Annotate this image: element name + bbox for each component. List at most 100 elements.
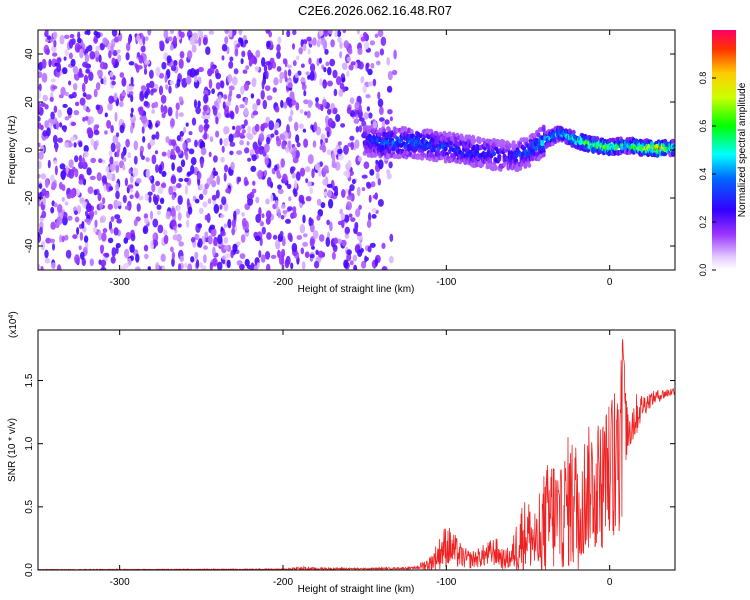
spectrogram-cell <box>381 242 386 249</box>
spectrogram-cell <box>327 189 332 199</box>
spectrogram-cell <box>38 183 43 190</box>
spectrogram-cell <box>153 239 159 247</box>
spectrogram-cell <box>358 204 362 210</box>
spectrogram-cell <box>251 188 257 194</box>
spectrogram-cell <box>251 77 257 88</box>
spectrogram-cell <box>44 104 49 110</box>
snr-xtick-label: -100 <box>436 577 456 588</box>
spectrogram-cell <box>54 165 58 176</box>
snr-xtick-label: -200 <box>273 577 293 588</box>
spectrogram-cell <box>42 94 48 102</box>
spectrogram-cell <box>136 34 141 42</box>
spectrogram-cell <box>327 80 333 87</box>
spectrogram-cell <box>182 142 187 151</box>
spectrogram-cell <box>281 141 286 150</box>
spectrogram-cell <box>241 129 246 134</box>
spectrogram-cell <box>333 88 338 97</box>
spectrogram-cell <box>180 31 185 38</box>
spectrogram-cell <box>349 135 355 141</box>
spectrogram-cell <box>133 219 138 227</box>
spectrogram-cell <box>356 234 363 241</box>
spectrogram-cell <box>287 82 293 89</box>
spectrogram-cell <box>215 116 219 125</box>
spectrogram-cell <box>258 133 265 143</box>
spectrogram-cell <box>409 129 414 134</box>
spectrogram-cell <box>393 49 397 60</box>
spectrogram-cell <box>185 122 189 127</box>
spectrogram-cell <box>197 66 204 73</box>
spectrogram-cell <box>270 254 277 259</box>
spectrogram-cell <box>130 76 134 85</box>
spectrogram-cell <box>266 176 272 187</box>
spectrogram-cell <box>215 72 222 80</box>
spectrogram-cell <box>46 35 52 40</box>
spectrogram-cell <box>375 159 379 165</box>
spectrogram-cell <box>129 175 134 184</box>
spectrogram-cell <box>324 137 329 144</box>
spectrogram-cell <box>130 124 134 134</box>
spectrogram-cell <box>176 205 180 213</box>
spectrogram-cell <box>221 145 225 153</box>
spectrogram-cell <box>323 191 329 197</box>
spectrogram-cell <box>230 111 235 120</box>
spectrogram-cell <box>253 56 258 65</box>
spectrogram-cell <box>313 260 320 269</box>
spectrogram-cell <box>370 181 376 188</box>
spectrogram-cell <box>114 214 121 220</box>
spectrogram-cell <box>179 130 184 137</box>
spectrogram-cell <box>230 161 235 171</box>
spectrogram-cell <box>222 259 226 265</box>
spectrogram-cell <box>217 234 223 245</box>
spectrogram-cell <box>171 257 175 267</box>
spectrogram-ylabel: Frequency (Hz) <box>7 116 18 185</box>
spectrogram-cell <box>255 196 260 204</box>
spectrogram-cell <box>233 68 239 75</box>
spectrogram-cell <box>79 231 84 241</box>
spectrogram-cell <box>82 157 85 167</box>
spectrogram-cell <box>109 71 114 78</box>
spectrogram-cell <box>316 198 322 206</box>
spectrogram-cell <box>42 195 46 206</box>
spectrogram-cell <box>226 259 231 269</box>
spectrogram-cell <box>65 249 72 259</box>
spectrogram-cell <box>112 135 119 144</box>
spectrogram-cell <box>403 126 408 132</box>
spectrogram-cell <box>220 214 225 218</box>
spectrogram-cell <box>77 31 81 39</box>
spectrogram-cell <box>189 36 196 46</box>
spectrogram-cell <box>325 126 331 132</box>
spectrogram-cell <box>326 129 330 138</box>
spectrogram-cell <box>331 251 336 260</box>
spectrogram-cell <box>121 91 126 97</box>
spectrogram-cell <box>200 31 204 40</box>
spectrogram-cell <box>186 138 192 143</box>
spectrogram-cell <box>38 122 42 130</box>
spectrogram-cell <box>136 203 141 212</box>
spectrogram-cell <box>90 138 95 146</box>
spectrogram-cell <box>179 255 184 263</box>
spectrogram-cell <box>299 167 306 177</box>
spectrogram-cell <box>129 244 135 253</box>
spectrogram-cell <box>62 125 67 133</box>
spectrogram-cell <box>293 190 298 198</box>
spectrogram-cell <box>61 235 65 243</box>
spectrogram-cell <box>147 191 153 196</box>
spectrogram-cell <box>148 195 152 203</box>
spectrogram-cell <box>223 126 229 135</box>
spectrogram-cell <box>83 104 87 111</box>
spectrogram-cell <box>190 256 195 263</box>
spectrogram-cell <box>327 66 332 76</box>
spectrogram-cell <box>386 126 391 132</box>
snr-line <box>38 338 675 570</box>
spectrogram-cell <box>113 227 119 236</box>
spectrogram-cell <box>361 174 368 179</box>
spectrogram-cell <box>527 162 532 168</box>
spectrogram-cell <box>281 248 286 258</box>
spectrogram-cell <box>284 258 290 269</box>
spectrogram-cell <box>106 119 112 129</box>
spectrogram-cell <box>38 90 41 99</box>
spectrogram-cell <box>195 259 200 269</box>
spectrogram-cell <box>220 230 226 237</box>
spectrogram-cell <box>346 201 352 211</box>
spectrogram-cell <box>159 40 164 46</box>
